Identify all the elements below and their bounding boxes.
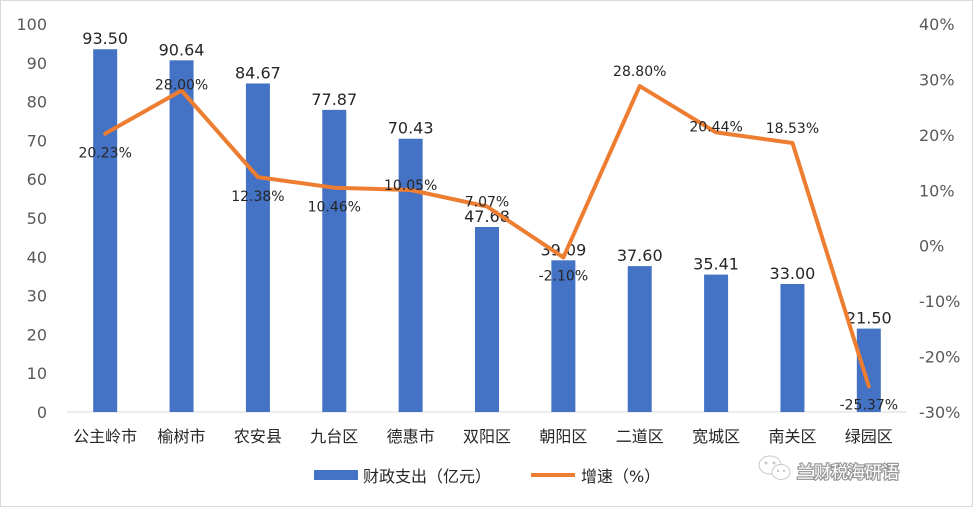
left-tick-label: 30 <box>27 287 47 306</box>
right-tick-label: -20% <box>919 348 960 367</box>
bar-value-label: 77.87 <box>311 90 357 109</box>
bar-series <box>93 49 881 412</box>
watermark: 兰财税海研语 <box>758 455 900 484</box>
bar-value-label: 39.09 <box>540 240 586 259</box>
growth-line <box>103 84 871 389</box>
wechat-icon <box>758 455 791 480</box>
growth-value-label: -25.37% <box>840 397 898 413</box>
growth-value-label: 28.80% <box>613 64 666 80</box>
growth-value-label: 28.00% <box>155 78 208 94</box>
left-tick-label: 0 <box>37 403 47 422</box>
growth-value-label: 18.53% <box>766 121 819 137</box>
bar <box>704 274 729 412</box>
bar <box>245 83 270 412</box>
bar-value-label: 84.67 <box>235 63 281 82</box>
growth-value-label: 20.23% <box>78 146 131 162</box>
growth-value-label: 12.38% <box>231 189 284 205</box>
left-tick-label: 100 <box>16 15 47 34</box>
category-label: 公主岭市 <box>73 427 137 446</box>
left-tick-label: 50 <box>27 209 47 228</box>
category-label: 双阳区 <box>463 427 511 446</box>
right-tick-label: -10% <box>919 292 960 311</box>
growth-value-label: 20.44% <box>689 119 742 135</box>
right-tick-label: -30% <box>919 403 960 422</box>
growth-value-label: 10.46% <box>308 200 361 216</box>
bar <box>780 283 805 412</box>
category-label: 绿园区 <box>845 427 893 446</box>
right-tick-label: 10% <box>919 181 955 200</box>
bar <box>169 60 194 412</box>
bar <box>398 138 423 412</box>
bar-value-label: 21.50 <box>846 309 892 328</box>
category-label: 南关区 <box>768 427 816 446</box>
category-labels: 公主岭市 榆树市 农安县 九台区 德惠市 双阳区 朝阳区 二道区 宽城区 南关区 绿园区 <box>73 427 893 446</box>
category-label: 朝阳区 <box>539 427 587 446</box>
right-tick-label: 30% <box>919 70 955 89</box>
bar-value-label: 37.60 <box>617 246 663 265</box>
left-tick-label: 60 <box>27 170 47 189</box>
legend-line-label: 增速（%） <box>581 467 660 486</box>
category-label: 农安县 <box>234 427 282 446</box>
growth-value-label: -2.10% <box>539 268 589 284</box>
right-tick-label: 0% <box>919 237 944 256</box>
growth-value-labels: 20.23% 28.00% 12.38% 10.46% 10.05% 7.07% -2.10… <box>78 64 898 413</box>
bar <box>322 109 347 412</box>
legend-bar-label: 财政支出（亿元） <box>363 467 491 486</box>
bar <box>475 227 499 412</box>
legend: 财政支出（亿元） 增速（%） <box>314 467 660 486</box>
bar-value-label: 90.64 <box>159 40 205 59</box>
growth-value-label: 10.05% <box>384 178 437 194</box>
category-label: 九台区 <box>310 427 358 446</box>
bar <box>856 328 881 412</box>
bar <box>93 49 118 412</box>
bar <box>551 260 576 412</box>
left-axis-ticks: 0 10 20 30 40 50 60 70 80 90 100 <box>16 15 47 422</box>
bar <box>627 266 652 412</box>
bar-value-label: 93.50 <box>82 29 128 48</box>
category-label: 德惠市 <box>387 427 435 446</box>
left-tick-label: 10 <box>27 364 47 383</box>
right-tick-label: 20% <box>919 126 955 145</box>
bar-value-label: 33.00 <box>770 264 816 283</box>
left-tick-label: 90 <box>27 54 47 73</box>
growth-value-label: 7.07% <box>465 195 509 211</box>
left-tick-label: 20 <box>27 325 47 344</box>
bar-value-label: 70.43 <box>388 119 434 138</box>
left-tick-label: 80 <box>27 93 47 112</box>
bar-value-label: 35.41 <box>693 255 739 274</box>
right-tick-label: 40% <box>919 15 955 34</box>
category-label: 宽城区 <box>692 427 740 446</box>
category-label: 榆树市 <box>158 427 206 446</box>
category-label: 二道区 <box>616 427 664 446</box>
right-axis-ticks: -30% -20% -10% 0% 10% 20% 30% 40% <box>919 15 960 422</box>
legend-bar-swatch <box>314 470 358 480</box>
watermark-text: 兰财税海研语 <box>797 463 899 483</box>
left-tick-label: 40 <box>27 248 47 267</box>
left-tick-label: 70 <box>27 131 47 150</box>
